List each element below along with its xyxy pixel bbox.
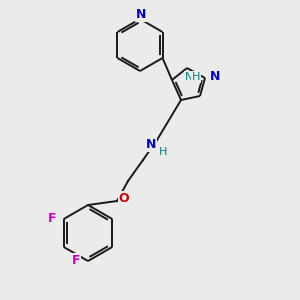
Text: F: F <box>47 212 56 224</box>
Text: N: N <box>136 8 146 22</box>
Text: N: N <box>146 139 156 152</box>
Text: N: N <box>185 72 193 82</box>
Text: H: H <box>192 72 200 82</box>
Text: O: O <box>119 191 129 205</box>
Text: H: H <box>159 147 167 157</box>
Text: N: N <box>210 70 220 83</box>
Text: F: F <box>72 254 80 266</box>
